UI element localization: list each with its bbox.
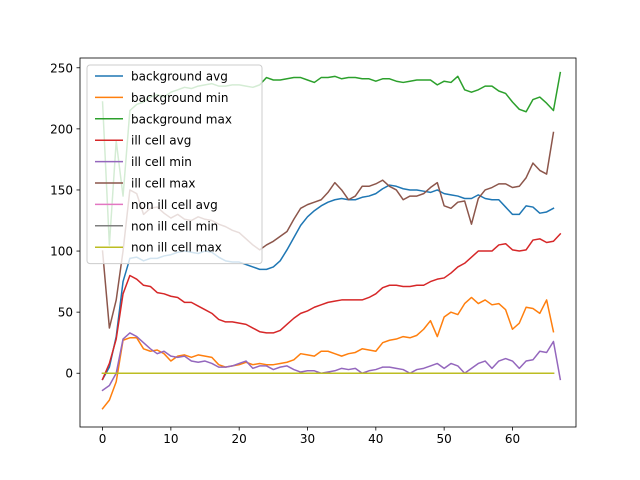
- y-tick-label: 50: [58, 306, 73, 320]
- legend-label: background avg: [131, 70, 228, 84]
- series-line-ill-cell-min: [101, 332, 562, 392]
- legend-label: ill cell min: [131, 155, 192, 169]
- x-tick-label: 10: [163, 432, 178, 446]
- legend-label: background min: [131, 91, 228, 105]
- y-tick-label: 150: [50, 183, 73, 197]
- legend-label: ill cell avg: [131, 134, 191, 148]
- series-line-background-min: [101, 296, 555, 410]
- legend-label: ill cell max: [131, 177, 195, 191]
- x-tick-label: 30: [300, 432, 315, 446]
- y-tick-label: 250: [50, 61, 73, 75]
- legend-label: non ill cell max: [131, 241, 222, 255]
- x-tick-label: 0: [99, 432, 107, 446]
- x-tick-label: 20: [232, 432, 247, 446]
- legend-label: background max: [131, 112, 232, 126]
- x-tick-label: 40: [368, 432, 383, 446]
- y-tick-label: 100: [50, 245, 73, 259]
- legend-label: non ill cell avg: [131, 198, 218, 212]
- legend-label: non ill cell min: [131, 219, 218, 233]
- plot-frame: [79, 57, 577, 428]
- series-line-ill-cell-avg: [101, 232, 562, 381]
- legend-box: [86, 64, 263, 265]
- y-tick-label: 0: [65, 367, 73, 381]
- x-tick-label: 60: [505, 432, 520, 446]
- y-tick-label: 200: [50, 122, 73, 136]
- x-tick-label: 50: [437, 432, 452, 446]
- axes-layer: 0 10 20 30 40 50 60 0 50 100 150 200 250: [50, 57, 577, 446]
- legend: background avg background min background m…: [86, 64, 263, 265]
